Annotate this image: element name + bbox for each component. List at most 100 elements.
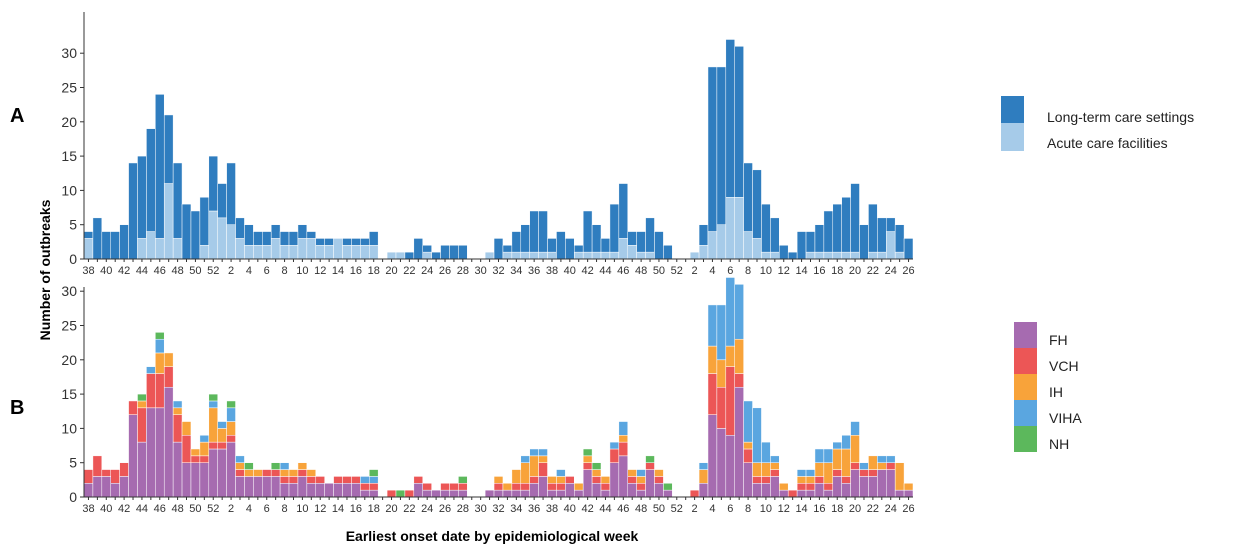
bar-b-week-35-nh: [395, 489, 406, 498]
bar-b-week-46-ih: [493, 476, 504, 484]
bar-b-week-86-viha: [850, 421, 860, 436]
bar-b-week-19-ih: [253, 469, 263, 477]
x-tick-label-a-38: 24: [421, 265, 433, 277]
bar-b-week-74-fh: [743, 462, 753, 498]
bar-a-week-90-long-term-care-settings: [886, 217, 896, 232]
legend-swatch-ih: [1014, 374, 1037, 400]
bar-b-week-65-nh: [663, 483, 673, 491]
x-tick-label-b-84: 18: [831, 503, 843, 515]
bar-a-week-37-long-term-care-settings: [413, 238, 423, 260]
x-tick-label-a-28: 14: [332, 265, 344, 277]
bar-b-week-36-vch: [404, 489, 415, 498]
x-tick-label-a-56: 42: [582, 265, 594, 277]
bar-b-week-75-viha: [752, 407, 762, 463]
bar-b-week-16-nh: [226, 400, 236, 409]
bar-b-week-49-viha: [520, 455, 530, 463]
bar-b-week-14-nh: [208, 393, 218, 402]
x-tick-label-b-32: 18: [368, 503, 380, 515]
x-tick-label-a-78: 12: [778, 265, 790, 277]
bar-b-week-55-fh: [574, 489, 584, 498]
bar-b-week-11-fh: [181, 462, 192, 498]
bar-b-week-38-vch: [422, 483, 432, 491]
bar-a-week-78-long-term-care-settings: [779, 245, 789, 260]
bar-b-week-22-viha: [279, 462, 290, 470]
bar-b-week-63-vch: [645, 462, 655, 470]
bar-b-week-73-ih: [734, 338, 744, 374]
bar-b-week-6-ih: [137, 400, 147, 409]
bar-b-week-72-vch: [725, 366, 735, 436]
bar-b-week-15-vch: [217, 441, 227, 450]
bar-b-week-56-fh: [582, 469, 593, 498]
bar-b-week-20-fh: [262, 476, 272, 498]
legend-label-fh: FH: [1049, 332, 1068, 348]
bar-b-week-47-ih: [502, 483, 513, 491]
bar-b-week-65-fh: [663, 489, 673, 498]
bar-a-week-71-acute-care-facilities: [716, 224, 727, 260]
y-tick-label-b-0: 0: [69, 489, 77, 505]
panel-a-label: A: [10, 105, 24, 127]
bar-a-week-56-long-term-care-settings: [582, 210, 593, 253]
x-tick-label-b-62: 48: [635, 503, 647, 515]
legend-b: FH VCH IH VIHA NH: [1014, 322, 1082, 452]
x-tick-label-a-46: 32: [492, 265, 504, 277]
x-tick-label-a-34: 20: [385, 265, 397, 277]
bar-a-week-55-acute-care-facilities: [574, 251, 584, 260]
bar-b-week-32-nh: [369, 469, 379, 477]
bar-b-week-62-ih: [636, 476, 646, 484]
bar-a-week-77-acute-care-facilities: [770, 251, 780, 260]
bar-b-week-80-viha: [796, 469, 807, 477]
bar-a-week-49-acute-care-facilities: [520, 251, 530, 260]
bar-a-week-74-long-term-care-settings: [743, 162, 753, 232]
bar-b-week-50-fh: [529, 483, 539, 498]
panel-b-label: B: [10, 397, 24, 419]
bar-b-week-61-fh: [627, 483, 637, 498]
bar-a-week-0-acute-care-facilities: [83, 238, 94, 260]
bar-b-week-15-fh: [217, 448, 227, 498]
x-tick-label-a-52: 38: [546, 265, 558, 277]
legend-label-nh: NH: [1049, 436, 1069, 452]
bar-b-week-81-viha: [805, 469, 816, 477]
bar-b-week-21-vch: [270, 469, 281, 477]
bar-b-week-22-vch: [279, 476, 290, 484]
y-tick-label-a-25: 25: [61, 80, 77, 96]
bar-b-week-76-ih: [761, 462, 771, 477]
bar-b-week-53-fh: [556, 489, 566, 498]
bar-a-week-82-long-term-care-settings: [814, 224, 825, 253]
bar-b-week-69-viha: [698, 462, 709, 470]
bar-b-week-69-fh: [698, 483, 709, 498]
bar-b-week-83-fh: [823, 489, 834, 498]
bar-b-week-61-vch: [627, 476, 637, 484]
x-tick-label-a-58: 44: [599, 265, 611, 277]
bar-b-week-23-fh: [288, 483, 299, 498]
bar-b-week-31-fh: [360, 489, 370, 498]
bar-b-week-77-viha: [770, 455, 780, 463]
bar-a-week-31-acute-care-facilities: [360, 245, 370, 260]
bar-b-week-26-vch: [315, 476, 325, 484]
bar-b-week-84-ih: [832, 448, 842, 470]
bar-b-week-7-fh: [146, 407, 156, 498]
bar-b-week-76-vch: [761, 476, 771, 484]
bar-b-week-58-ih: [600, 476, 611, 484]
bar-b-week-74-viha: [743, 400, 753, 443]
x-tick-label-a-92: 26: [902, 265, 914, 277]
x-tick-label-a-84: 18: [831, 265, 843, 277]
bar-a-week-25-acute-care-facilities: [306, 238, 317, 260]
bar-b-week-2-vch: [101, 469, 111, 477]
bar-b-week-58-fh: [600, 489, 611, 498]
x-tick-label-b-78: 12: [778, 503, 790, 515]
legend-swatch-long-term-care: [1001, 96, 1024, 123]
bar-b-week-5-vch: [128, 400, 138, 415]
bar-b-week-37-vch: [413, 476, 423, 484]
x-tick-label-a-62: 48: [635, 265, 647, 277]
bar-b-week-82-fh: [814, 483, 825, 498]
bar-b-week-72-viha: [725, 277, 735, 347]
bar-b-week-90-vch: [886, 462, 896, 470]
bar-b-week-8-fh: [155, 407, 165, 498]
x-tick-label-a-32: 18: [368, 265, 380, 277]
bar-b-week-80-ih: [796, 476, 807, 484]
x-tick-label-b-82: 16: [813, 503, 825, 515]
bar-a-week-86-acute-care-facilities: [850, 251, 860, 260]
bar-a-week-83-acute-care-facilities: [823, 251, 834, 260]
bar-a-week-45-acute-care-facilities: [484, 251, 495, 260]
